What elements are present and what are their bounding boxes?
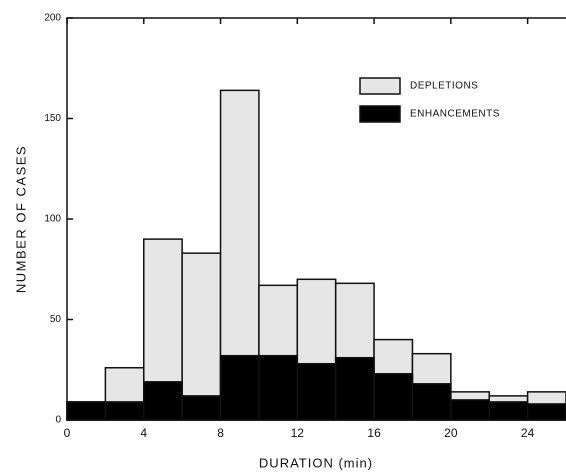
y-tick-label: 0 (55, 415, 61, 426)
bar (143, 381, 183, 421)
legend-swatch (359, 105, 401, 123)
bar (526, 403, 566, 421)
x-tick-label: 8 (217, 426, 224, 440)
bar (296, 362, 337, 421)
legend-swatch (359, 77, 401, 95)
y-axis-label: NUMBER OF CASES (13, 145, 28, 293)
x-tick-label: 12 (291, 426, 305, 440)
x-tick-label: 20 (444, 426, 458, 440)
bar (181, 252, 222, 421)
bar (488, 401, 529, 421)
bar (258, 354, 299, 421)
y-tick-label: 100 (44, 214, 61, 225)
y-tick-label: 200 (44, 13, 61, 24)
x-axis-label: DURATION (min) (259, 455, 373, 470)
y-tick-label: 150 (44, 113, 61, 124)
bar (334, 356, 375, 421)
bar (181, 395, 222, 421)
y-tick-label: 50 (50, 314, 62, 325)
bar (66, 401, 107, 421)
bar (219, 354, 260, 421)
x-tick-label: 4 (140, 426, 147, 440)
bar (411, 383, 452, 421)
legend-label: ENHANCEMENTS (410, 109, 500, 120)
x-tick-label: 24 (521, 426, 535, 440)
bar (373, 373, 414, 421)
bar (104, 401, 145, 421)
x-tick-label: 16 (367, 426, 381, 440)
x-tick-label: 0 (64, 426, 71, 440)
bar (450, 399, 490, 421)
legend-label: DEPLETIONS (410, 81, 478, 92)
